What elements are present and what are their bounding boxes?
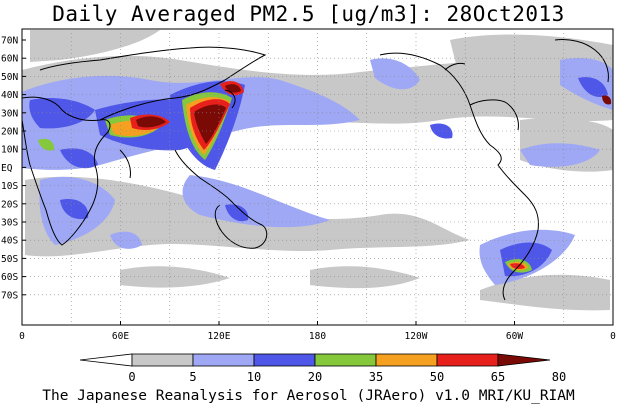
colorbar-segment [497, 353, 551, 367]
colorbar-segment [131, 353, 194, 367]
colorbar: 0 5 10 20 35 50 65 80 [79, 353, 566, 384]
colorbar-label: 80 [552, 370, 566, 384]
lat-tick-label: 60S [1, 272, 18, 283]
colorbar-label: 5 [189, 370, 196, 384]
lat-tick-label: 50S [1, 254, 18, 265]
lat-tick-label: 70S [1, 290, 18, 301]
lat-tick-label: 50N [1, 72, 18, 83]
footer-credit: The Japanese Reanalysis for Aerosol (JRA… [42, 388, 575, 404]
colorbar-label: 35 [369, 370, 383, 384]
lat-tick-label: EQ [1, 163, 13, 174]
colorbar-label: 50 [430, 370, 444, 384]
lat-tick-label: 30S [1, 218, 18, 229]
colorbar-segment [192, 353, 255, 367]
lat-tick-label: 30N [1, 108, 18, 119]
lon-tick-label: 180 [309, 331, 326, 342]
colorbar-segment [79, 353, 133, 367]
lon-tick-label: 120E [208, 331, 231, 342]
colorbar-segment [314, 353, 377, 367]
lat-tick-label: 40N [1, 90, 18, 101]
lat-tick-label: 70N [1, 36, 18, 47]
latitude-labels: 70N 60N 50N 40N 30N 20N 10N EQ 10S 20S 30S 40S 50S 60… [1, 36, 18, 302]
lon-tick-label: 60E [112, 331, 129, 342]
map-title: Daily Averaged PM2.5 [ug/m3]: 28Oct2013 [52, 2, 565, 26]
pm25-concentration-field [22, 30, 613, 311]
lat-tick-label: 60N [1, 54, 18, 65]
graticule [21, 29, 614, 325]
lon-tick-label: 60W [506, 331, 523, 342]
colorbar-label: 20 [308, 370, 322, 384]
colorbar-label: 0 [128, 370, 135, 384]
lat-tick-label: 20N [1, 127, 18, 138]
colorbar-label: 10 [247, 370, 261, 384]
coastlines [22, 39, 609, 301]
longitude-labels: 0 60E 120E 180 120W 60W 0 [19, 331, 616, 342]
lon-tick-label: 0 [19, 331, 25, 342]
lon-tick-label: 120W [405, 331, 428, 342]
darkred-band-above-80 [136, 84, 612, 144]
colorbar-segment [375, 353, 438, 367]
colorbar-segment [253, 353, 316, 367]
lat-tick-label: 20S [1, 199, 18, 210]
lat-tick-label: 10S [1, 181, 18, 192]
colorbar-label: 65 [491, 370, 505, 384]
lon-tick-label: 0 [610, 331, 616, 342]
lat-tick-label: 10N [1, 145, 18, 156]
colorbar-segment [436, 353, 499, 367]
lat-tick-label: 40S [1, 236, 18, 247]
